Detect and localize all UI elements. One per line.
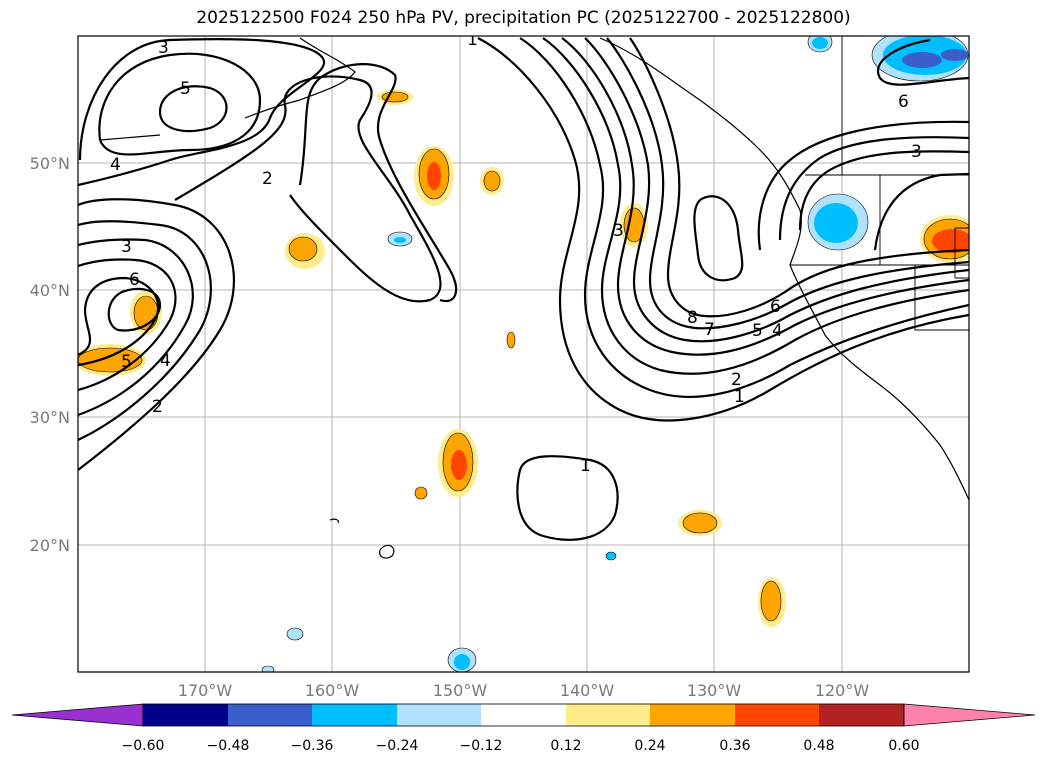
colorbar: −0.60 −0.48 −0.36 −0.24 −0.12 0.12 0.24 … xyxy=(11,703,1036,754)
colorbar-segment xyxy=(735,704,819,726)
contour-label: 1 xyxy=(467,30,478,50)
contour-label: 8 xyxy=(687,308,698,328)
contour-label: 6 xyxy=(129,270,140,290)
colorbar-segment xyxy=(312,704,397,726)
colorbar-tick-label: −0.24 xyxy=(376,738,419,754)
colorbar-tick-label: 0.12 xyxy=(550,738,581,754)
colorbar-extend-low xyxy=(11,703,144,727)
colorbar-tick-label: −0.48 xyxy=(207,738,250,754)
lon-label-120w: 120°W xyxy=(815,681,870,700)
colorbar-segment xyxy=(819,704,904,726)
lon-label-170w: 170°W xyxy=(178,681,233,700)
lon-label-150w: 150°W xyxy=(433,681,488,700)
colorbar-tick-label: −0.36 xyxy=(291,738,334,754)
colorbar-segment xyxy=(143,704,228,726)
lat-label-40n: 40°N xyxy=(30,281,70,300)
lat-label-30n: 30°N xyxy=(30,408,70,427)
colorbar-tick-label: −0.60 xyxy=(122,738,165,754)
colorbar-extend-high xyxy=(903,703,1036,727)
contour-label: 6 xyxy=(898,92,909,112)
latitude-labels: 50°N 40°N 30°N 20°N xyxy=(30,154,70,555)
contour-label: 2 xyxy=(262,169,273,189)
colorbar-segment xyxy=(481,704,566,726)
contour-label: 4 xyxy=(160,351,171,371)
colorbar-segment xyxy=(650,704,735,726)
contour-label: 1 xyxy=(580,456,591,476)
lat-label-20n: 20°N xyxy=(30,536,70,555)
contour-label: 2 xyxy=(731,370,742,390)
contour-label: 1 xyxy=(734,387,745,407)
contour-label: 5 xyxy=(752,321,763,341)
colorbar-segment xyxy=(397,704,481,726)
lat-label-50n: 50°N xyxy=(30,154,70,173)
lon-label-160w: 160°W xyxy=(305,681,360,700)
contour-label: 3 xyxy=(911,142,922,162)
map-border xyxy=(77,35,970,673)
contour-label: 3 xyxy=(121,237,132,257)
contour-label: 5 xyxy=(180,79,191,99)
contour-label: 3 xyxy=(613,221,624,241)
contour-label: 5 xyxy=(121,352,132,372)
colorbar-tick-label: 0.24 xyxy=(634,738,665,754)
longitude-labels: 170°W 160°W 150°W 140°W 130°W 120°W xyxy=(178,681,870,700)
lon-label-140w: 140°W xyxy=(560,681,615,700)
colorbar-tick-label: 0.36 xyxy=(719,738,750,754)
contour-labels: 3 1 5 4 2 3 6 5 4 2 3 8 7 6 5 4 2 1 1 6 … xyxy=(110,30,922,476)
colorbar-outline xyxy=(142,703,905,727)
contour-label: 7 xyxy=(704,320,715,340)
contour-label: 2 xyxy=(152,397,163,417)
colorbar-ticks: −0.60 −0.48 −0.36 −0.24 −0.12 0.12 0.24 … xyxy=(122,738,920,754)
colorbar-segment xyxy=(228,704,312,726)
boundaries xyxy=(790,36,969,331)
map-title: 2025122500 F024 250 hPa PV, precipitatio… xyxy=(196,8,851,28)
colorbar-tick-label: 0.48 xyxy=(803,738,834,754)
colorbar-segment xyxy=(566,704,650,726)
contour-label: 4 xyxy=(772,321,783,341)
contour-label: 4 xyxy=(110,155,121,175)
contour-label: 3 xyxy=(158,38,169,58)
pv-contours xyxy=(78,37,969,541)
colorbar-tick-label: 0.60 xyxy=(888,738,919,754)
lon-label-130w: 130°W xyxy=(687,681,742,700)
contour-label: 6 xyxy=(770,297,781,317)
map-area xyxy=(78,36,969,672)
colorbar-tick-label: −0.12 xyxy=(460,738,503,754)
